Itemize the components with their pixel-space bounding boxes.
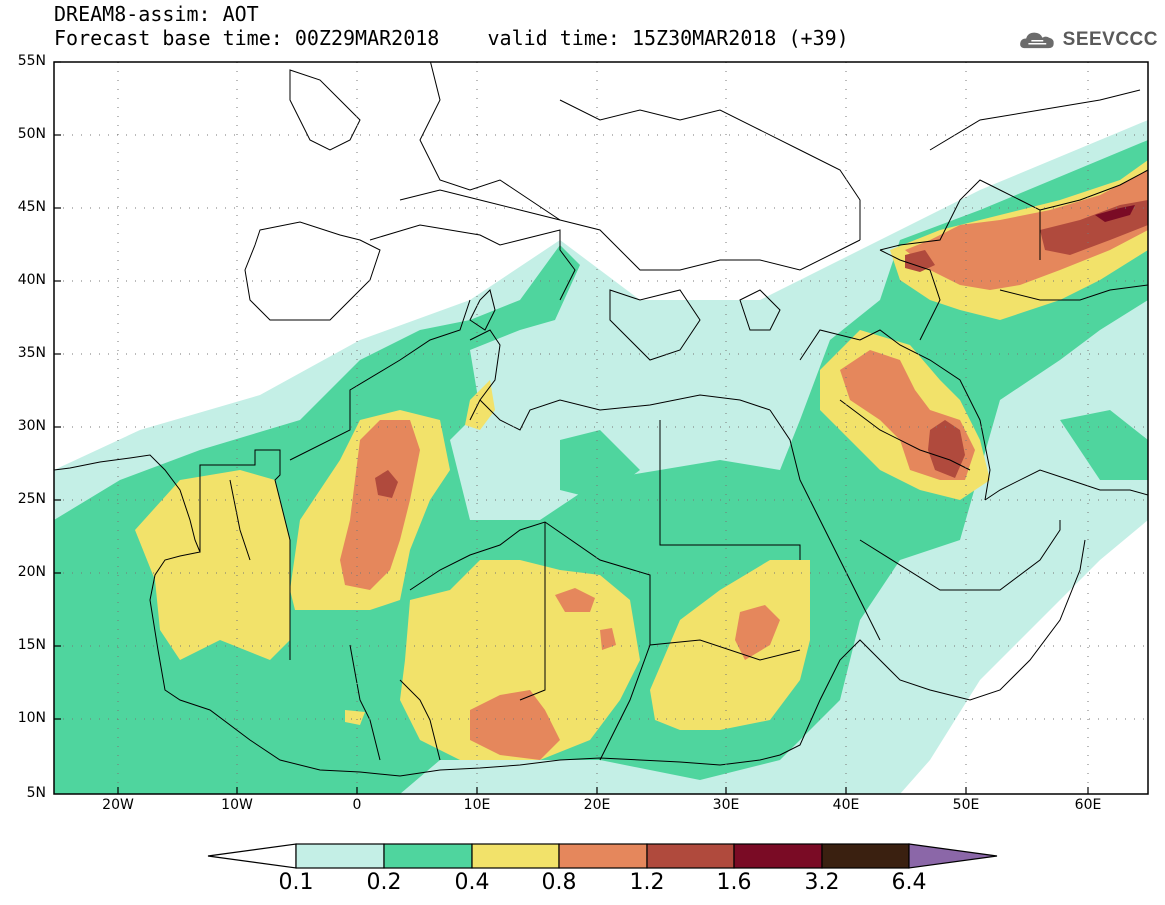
lon-label-20e: 20E (583, 797, 611, 813)
coastlines (54, 62, 1148, 777)
lon-label-0: 0 (352, 797, 362, 813)
colorbar-label-0.8: 0.8 (541, 870, 577, 895)
lat-label-30n: 30N (17, 418, 46, 434)
colorbar-label-3.2: 3.2 (804, 870, 840, 895)
map-header: DREAM8-assim: AOT Forecast base time: 00… (54, 2, 849, 50)
colorbar-swatch-0.2 (383, 843, 473, 869)
lon-label-30e: 30E (712, 797, 740, 813)
lon-label-20w: 20W (102, 797, 134, 813)
colorbar-label-1.2: 1.2 (629, 870, 665, 895)
colorbar-swatch-3.2 (821, 843, 910, 869)
map-frame (53, 61, 1149, 795)
colorbar-label-6.4: 6.4 (891, 870, 927, 895)
aot-band-1.6 (1095, 205, 1135, 222)
time-line: Forecast base time: 00Z29MAR2018 valid t… (54, 26, 849, 50)
axis-ticks (54, 61, 1089, 794)
lat-label-25n: 25N (17, 491, 46, 507)
aot-field (54, 62, 1148, 794)
colorbar-label-1.6: 1.6 (716, 870, 752, 895)
colorbar-swatch-1.2 (646, 843, 735, 869)
colorbar-label-0.4: 0.4 (454, 870, 490, 895)
product-title: DREAM8-assim: AOT (54, 2, 259, 26)
seevccc-logo: SEEVCCC (1018, 22, 1158, 58)
lon-label-10e: 10E (463, 797, 491, 813)
valid-time: valid time: 15Z30MAR2018 (+39) (487, 26, 849, 50)
colorbar-low-arrow (207, 843, 297, 869)
cloud-icon (1020, 32, 1054, 49)
lat-label-50n: 50N (17, 126, 46, 142)
lon-label-60e: 60E (1074, 797, 1102, 813)
lon-label-50e: 50E (952, 797, 980, 813)
colorbar-swatch-0.1 (295, 843, 385, 869)
colorbar (207, 843, 998, 869)
colorbar-swatch-1.6 (733, 843, 823, 869)
colorbar-swatch-0.8 (558, 843, 648, 869)
lat-label-5n: 5N (26, 785, 46, 801)
lon-label-40e: 40E (832, 797, 860, 813)
lat-label-45n: 45N (17, 199, 46, 215)
lat-label-20n: 20N (17, 564, 46, 580)
lon-label-10w: 10W (221, 797, 253, 813)
lat-label-10n: 10N (17, 710, 46, 726)
colorbar-high-arrow (908, 843, 998, 869)
logo-text: SEEVCCC (1062, 29, 1158, 50)
colorbar-label-0.2: 0.2 (366, 870, 402, 895)
colorbar-label-0.1: 0.1 (278, 870, 314, 895)
base-time: Forecast base time: 00Z29MAR2018 (54, 26, 440, 50)
lat-label-35n: 35N (17, 345, 46, 361)
lat-label-40n: 40N (17, 272, 46, 288)
lat-label-55n: 55N (17, 53, 46, 69)
lat-label-15n: 15N (17, 637, 46, 653)
colorbar-swatch-0.4 (471, 843, 560, 869)
